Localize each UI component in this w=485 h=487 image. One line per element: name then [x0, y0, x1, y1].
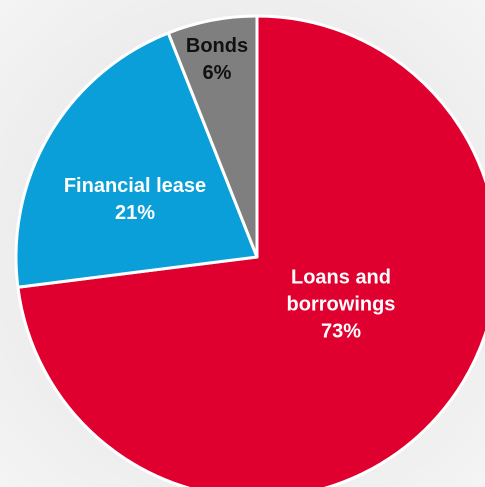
pie-slice [14, 31, 259, 289]
slice-label: Financial lease 21% [40, 173, 230, 227]
value-label: 6% [202, 62, 232, 84]
category-label: Bonds [185, 35, 249, 57]
pie-slice [16, 14, 485, 487]
pie-slice [166, 14, 259, 259]
slice-label: Bonds 6% [172, 33, 262, 87]
value-label: 73% [320, 320, 362, 343]
category-label: Loans and borrowings [286, 266, 396, 316]
category-label: Financial lease [63, 175, 207, 197]
value-label: 21% [114, 202, 156, 224]
slice-label: Loans and borrowings 73% [256, 265, 426, 346]
